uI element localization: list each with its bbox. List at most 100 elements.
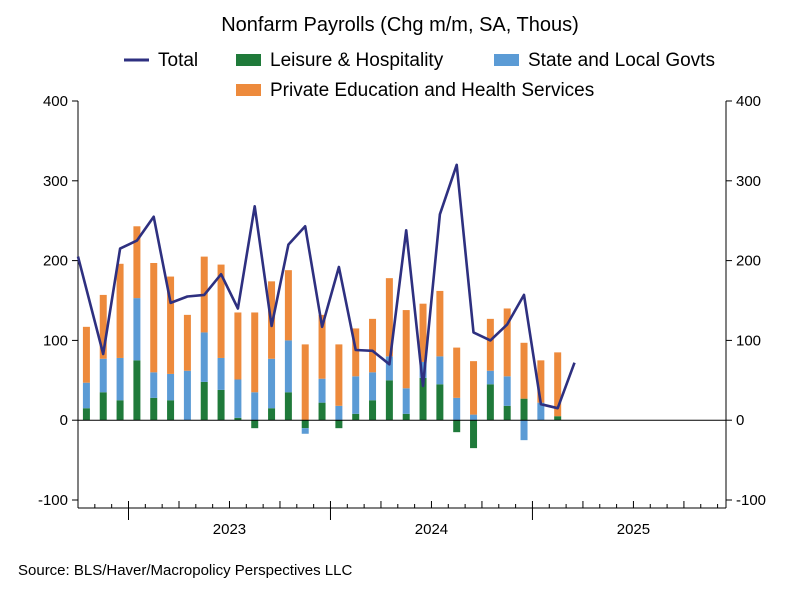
bar-state-local-govts xyxy=(436,356,444,385)
bar-leisure-hospitality xyxy=(453,420,461,433)
bar-private-education-health xyxy=(217,264,225,358)
bar-private-education-health xyxy=(503,308,511,377)
y-tick-label-right: 100 xyxy=(736,332,761,349)
x-year-label: 2024 xyxy=(415,521,448,538)
bar-private-education-health xyxy=(453,347,461,398)
bar-state-local-govts xyxy=(301,428,309,434)
bar-private-education-health xyxy=(369,318,377,373)
bar-state-local-govts xyxy=(284,340,292,393)
bar-leisure-hospitality xyxy=(419,377,427,421)
bar-state-local-govts xyxy=(486,370,494,385)
bar-private-education-health xyxy=(82,326,90,383)
bar-private-education-health xyxy=(554,352,562,417)
bar-leisure-hospitality xyxy=(116,400,124,421)
total-line-group xyxy=(76,163,576,410)
bar-leisure-hospitality xyxy=(318,402,326,421)
bar-state-local-govts xyxy=(150,372,158,398)
bar-leisure-hospitality xyxy=(436,384,444,421)
legend-swatch-education-health xyxy=(236,84,261,96)
bar-private-education-health xyxy=(436,290,444,357)
y-tick-label-right: 400 xyxy=(736,93,761,110)
legend-label-total: Total xyxy=(158,50,198,71)
bar-state-local-govts xyxy=(369,372,377,401)
bar-state-local-govts xyxy=(537,402,545,421)
bar-private-education-health xyxy=(301,344,309,421)
bar-state-local-govts xyxy=(116,357,124,401)
bar-state-local-govts xyxy=(520,420,528,441)
bar-leisure-hospitality xyxy=(150,397,158,421)
bar-private-education-health xyxy=(284,270,292,341)
bar-private-education-health xyxy=(183,314,191,371)
bar-leisure-hospitality xyxy=(268,408,276,421)
bar-private-education-health xyxy=(385,278,393,357)
bar-private-education-health xyxy=(352,328,360,377)
bar-leisure-hospitality xyxy=(251,420,259,429)
y-tick-label-right: -100 xyxy=(736,492,766,509)
bar-private-education-health xyxy=(150,262,158,373)
y-tick-label-right: 0 xyxy=(736,412,744,429)
bar-private-education-health xyxy=(402,310,410,389)
bar-state-local-govts xyxy=(99,358,107,393)
bar-private-education-health xyxy=(335,344,343,406)
bar-leisure-hospitality xyxy=(402,413,410,421)
bar-state-local-govts xyxy=(82,382,90,409)
bar-leisure-hospitality xyxy=(503,405,511,421)
x-year-label: 2025 xyxy=(617,521,650,538)
bar-leisure-hospitality xyxy=(352,413,360,421)
bar-state-local-govts xyxy=(503,376,511,406)
bar-private-education-health xyxy=(470,361,478,415)
bar-state-local-govts xyxy=(268,358,276,409)
bar-leisure-hospitality xyxy=(99,392,107,421)
legend-label-education-health: Private Education and Health Services xyxy=(270,80,594,101)
bar-state-local-govts xyxy=(352,376,360,414)
bar-state-local-govts xyxy=(200,332,208,382)
y-tick-label-left: 0 xyxy=(60,412,68,429)
legend-swatch-state-local xyxy=(494,54,519,66)
y-tick-label-left: -100 xyxy=(38,492,68,509)
bar-state-local-govts xyxy=(318,378,326,403)
bar-private-education-health xyxy=(318,314,326,379)
total-line xyxy=(76,163,576,410)
bar-leisure-hospitality xyxy=(301,420,309,429)
bar-state-local-govts xyxy=(167,373,175,401)
bar-private-education-health xyxy=(167,276,175,374)
chart-title: Nonfarm Payrolls (Chg m/m, SA, Thous) xyxy=(221,14,579,36)
plot-frame xyxy=(77,101,727,509)
legend: Total Leisure & Hospitality State and Lo… xyxy=(124,50,715,101)
bar-private-education-health xyxy=(116,263,124,358)
bar-leisure-hospitality xyxy=(200,381,208,421)
bar-leisure-hospitality xyxy=(133,360,141,421)
bar-state-local-govts xyxy=(251,392,259,421)
y-ticks: 400 400 300 300 200 200 100 100 0 0 -100 -100 xyxy=(38,93,766,509)
legend-label-leisure: Leisure & Hospitality xyxy=(270,50,444,71)
y-tick-label-right: 200 xyxy=(736,253,761,270)
bar-state-local-govts xyxy=(183,370,191,421)
bar-state-local-govts xyxy=(234,379,242,418)
bar-leisure-hospitality xyxy=(486,384,494,421)
bar-state-local-govts xyxy=(217,357,225,390)
y-tick-label-right: 300 xyxy=(736,173,761,190)
bar-leisure-hospitality xyxy=(284,392,292,421)
bar-state-local-govts xyxy=(385,356,393,381)
bar-private-education-health xyxy=(486,318,494,371)
bar-state-local-govts xyxy=(133,298,141,361)
bars xyxy=(82,226,562,449)
bar-state-local-govts xyxy=(453,397,461,421)
y-tick-label-left: 300 xyxy=(43,173,68,190)
bar-state-local-govts xyxy=(470,414,478,421)
bar-leisure-hospitality xyxy=(520,398,528,421)
y-tick-label-left: 200 xyxy=(43,253,68,270)
legend-label-state-local: State and Local Govts xyxy=(528,50,715,71)
bar-leisure-hospitality xyxy=(369,400,377,421)
y-tick-label-left: 400 xyxy=(43,93,68,110)
bar-leisure-hospitality xyxy=(82,408,90,421)
x-axis: 2023 2024 2025 xyxy=(77,501,719,538)
y-tick-label-left: 100 xyxy=(43,332,68,349)
bar-state-local-govts xyxy=(402,388,410,414)
bar-leisure-hospitality xyxy=(217,389,225,421)
bar-leisure-hospitality xyxy=(554,416,562,421)
bar-leisure-hospitality xyxy=(167,400,175,421)
bar-private-education-health xyxy=(251,312,259,393)
bar-private-education-health xyxy=(419,303,427,362)
